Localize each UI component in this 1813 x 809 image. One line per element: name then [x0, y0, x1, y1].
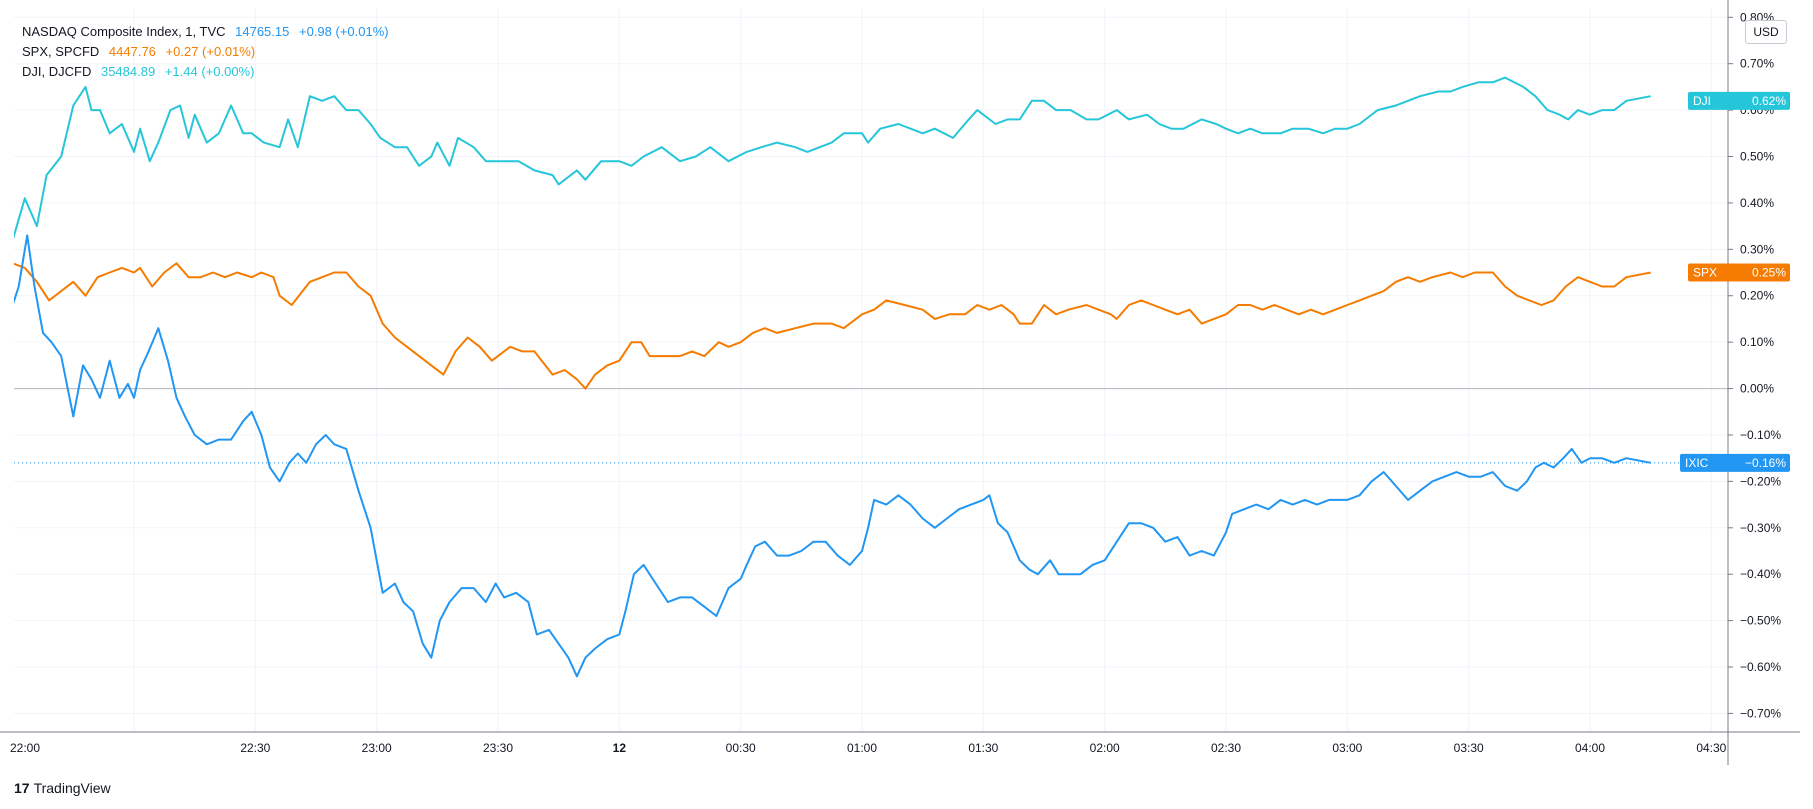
time-scale[interactable]: 22:00 22:30 23:00 23:30 12 00:30 01:00 01:30 02:…: [10, 741, 1727, 755]
value-tag-symbol: IXIC: [1685, 456, 1709, 470]
legend-change: +0.27 (+0.01%): [165, 44, 256, 59]
legend-price: 14765.15: [235, 24, 290, 39]
tradingview-logo[interactable]: 17 TradingView: [14, 780, 111, 796]
x-tick-label: 22:00: [10, 741, 40, 755]
value-tag-spx: [1688, 263, 1790, 282]
currency-button[interactable]: USD: [1745, 20, 1787, 44]
y-tick-label: −0.40%: [1740, 567, 1781, 581]
legend-change: +1.44 (+0.00%): [164, 64, 255, 79]
value-tag-dji: [1688, 91, 1790, 110]
legend-price: 4447.76: [108, 44, 156, 59]
y-tick-label: −0.70%: [1740, 706, 1781, 720]
x-tick-label: 23:00: [362, 741, 392, 755]
y-tick-label: 0.50%: [1740, 150, 1774, 164]
value-tags: DJI 0.62% SPX 0.25% IXIC −0.16%: [1680, 91, 1790, 472]
y-tick-label: −0.30%: [1740, 521, 1781, 535]
tradingview-logo-icon: 17: [14, 780, 30, 796]
legend-symbol: NASDAQ Composite Index, 1, TVC: [22, 24, 226, 39]
legend-row-dji[interactable]: DJI, DJCFD 35484.89 +1.44 (+0.00%): [22, 62, 395, 82]
x-tick-label: 02:30: [1211, 741, 1241, 755]
price-scale[interactable]: 0.80%0.70%0.60%0.50%0.40%0.30%0.20%0.10%…: [1740, 10, 1781, 720]
y-tick-label: 0.30%: [1740, 242, 1774, 256]
axes: [0, 0, 1800, 765]
value-tag-value: 0.25%: [1752, 266, 1786, 280]
value-tag-symbol: DJI: [1693, 94, 1711, 108]
tradingview-wordmark: TradingView: [33, 780, 111, 796]
x-tick-label: 23:30: [483, 741, 513, 755]
x-tick-label: 04:30: [1696, 741, 1726, 755]
x-tick-label: 03:00: [1332, 741, 1362, 755]
value-tag-symbol: SPX: [1693, 266, 1717, 280]
y-tick-label: 0.20%: [1740, 289, 1774, 303]
legend-price: 35484.89: [100, 64, 156, 79]
y-tick-label: 0.10%: [1740, 335, 1774, 349]
y-tick-label: 0.70%: [1740, 57, 1774, 71]
y-tick-label: 0.40%: [1740, 196, 1774, 210]
legend-row-spx[interactable]: SPX, SPCFD 4447.76 +0.27 (+0.01%): [22, 42, 395, 62]
y-tick-label: −0.20%: [1740, 474, 1781, 488]
legend-change: +0.98 (+0.01%): [299, 24, 389, 39]
value-tag-value: 0.62%: [1752, 94, 1786, 108]
series-line-spx: [14, 262, 1651, 390]
grid: [14, 8, 1728, 732]
x-tick-label: 02:00: [1090, 741, 1120, 755]
series-line-ixic: [14, 234, 1651, 678]
legend-symbol: DJI, DJCFD: [22, 64, 92, 79]
series-line-dji: [14, 76, 1651, 240]
value-tag-value: −0.16%: [1745, 456, 1786, 470]
y-tick-label: −0.60%: [1740, 660, 1781, 674]
x-tick-label: 12: [613, 741, 627, 755]
legend-row-nasdaq[interactable]: NASDAQ Composite Index, 1, TVC 14765.15 …: [22, 22, 395, 42]
y-tick-label: −0.10%: [1740, 428, 1781, 442]
legend: NASDAQ Composite Index, 1, TVC 14765.15 …: [22, 22, 395, 82]
x-tick-label: 01:30: [968, 741, 998, 755]
x-tick-label: 22:30: [240, 741, 270, 755]
x-tick-label: 04:00: [1575, 741, 1605, 755]
y-tick-label: 0.00%: [1740, 382, 1774, 396]
x-tick-label: 03:30: [1454, 741, 1484, 755]
x-tick-label: 01:00: [847, 741, 877, 755]
y-tick-label: −0.50%: [1740, 614, 1781, 628]
series-lines: [14, 76, 1651, 678]
x-tick-label: 00:30: [726, 741, 756, 755]
value-tag-ixic: [1680, 453, 1790, 472]
legend-symbol: SPX, SPCFD: [22, 44, 100, 59]
